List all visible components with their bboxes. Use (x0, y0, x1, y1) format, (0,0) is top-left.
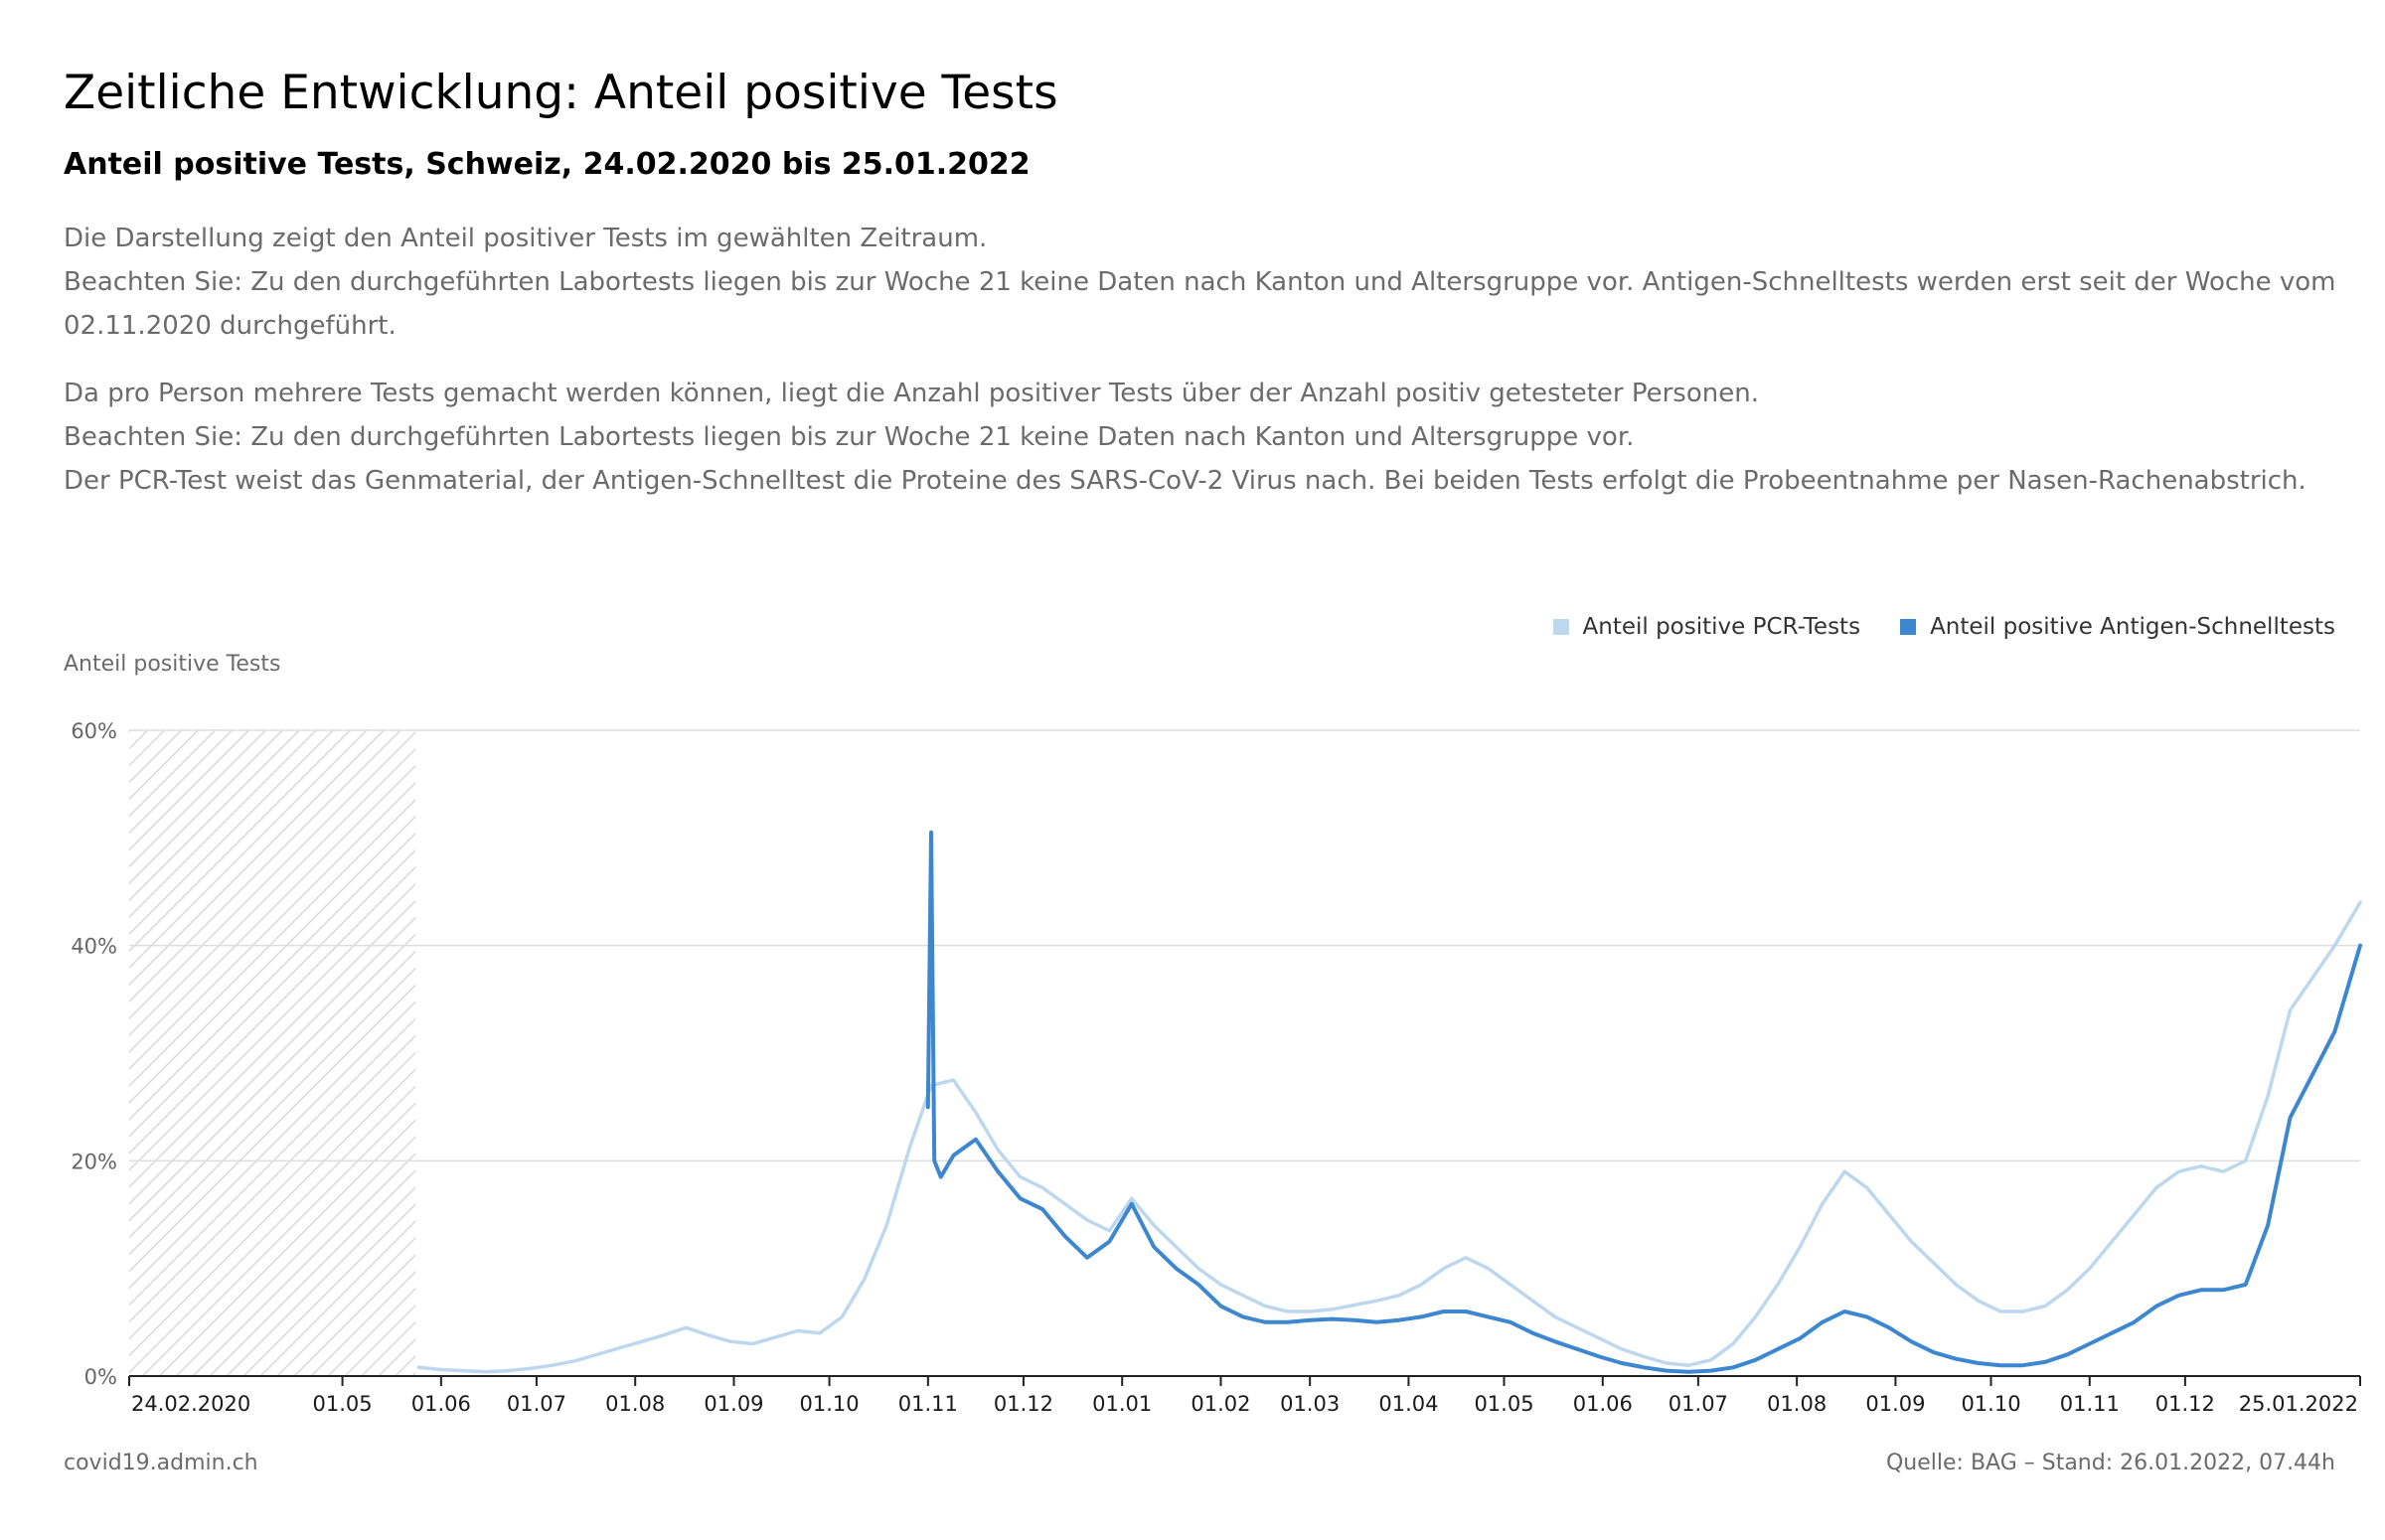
x-tick-label: 24.02.2020 (131, 1392, 250, 1416)
x-tick-label: 01.09 (704, 1392, 763, 1416)
x-tick-label: 01.06 (1573, 1392, 1633, 1416)
x-tick-label: 01.07 (507, 1392, 566, 1416)
description-line: Der PCR-Test weist das Genmaterial, der … (64, 466, 2306, 496)
x-tick-label: 01.06 (411, 1392, 471, 1416)
legend-item-pcr[interactable]: Anteil positive PCR-Tests (1552, 614, 1861, 640)
chart-legend: Anteil positive PCR-Tests Anteil positiv… (1552, 614, 2335, 640)
y-tick-label: 40% (71, 935, 117, 959)
x-tick-label: 01.05 (313, 1392, 373, 1416)
legend-swatch-antigen (1900, 619, 1917, 635)
x-tick-label: 01.12 (994, 1392, 1053, 1416)
description-line: Da pro Person mehrere Tests gemacht werd… (64, 379, 1759, 408)
legend-item-antigen[interactable]: Anteil positive Antigen-Schnelltests (1900, 614, 2335, 640)
series-line-antigen (925, 830, 2362, 1374)
legend-swatch-pcr (1552, 619, 1569, 635)
series-line-pcr (416, 900, 2362, 1374)
y-tick-label: 60% (71, 719, 117, 743)
x-tick-label: 01.10 (1961, 1392, 2020, 1416)
page-title: Zeitliche Entwicklung: Anteil positive T… (64, 66, 1058, 120)
description-line: Die Darstellung zeigt den Anteil positiv… (64, 224, 988, 253)
footer-source-note: Quelle: BAG – Stand: 26.01.2022, 07.44h (1885, 1451, 2335, 1475)
x-tick-label: 01.02 (1191, 1392, 1250, 1416)
description-block-2: Da pro Person mehrere Tests gemacht werd… (64, 372, 2339, 503)
legend-label-pcr: Anteil positive PCR-Tests (1582, 614, 1861, 640)
x-tick-label: 01.08 (1767, 1392, 1827, 1416)
page-subtitle: Anteil positive Tests, Schweiz, 24.02.20… (64, 147, 1031, 182)
x-tick-label: 01.09 (1865, 1392, 1925, 1416)
y-tick-label: 20% (71, 1150, 117, 1173)
x-tick-label: 01.03 (1280, 1392, 1340, 1416)
x-tick-label: 01.10 (800, 1392, 860, 1416)
x-tick-label: 01.12 (2155, 1392, 2215, 1416)
description-line: Beachten Sie: Zu den durchgeführten Labo… (64, 422, 1635, 452)
x-tick-label: 01.11 (2060, 1392, 2120, 1416)
description-line: Beachten Sie: Zu den durchgeführten Labo… (64, 267, 2336, 341)
legend-label-antigen: Anteil positive Antigen-Schnelltests (1930, 614, 2335, 640)
footer-source-url[interactable]: covid19.admin.ch (64, 1451, 258, 1475)
x-tick-label: 01.07 (1669, 1392, 1728, 1416)
x-tick-label: 01.05 (1474, 1392, 1533, 1416)
x-tick-label: 01.04 (1378, 1392, 1438, 1416)
x-tick-label: 01.01 (1092, 1392, 1152, 1416)
y-tick-label: 0% (84, 1365, 117, 1389)
description-block-1: Die Darstellung zeigt den Anteil positiv… (64, 217, 2339, 348)
x-tick-label: 25.01.2022 (2239, 1392, 2358, 1416)
x-tick-label: 01.11 (898, 1392, 958, 1416)
y-axis-title: Anteil positive Tests (64, 652, 281, 677)
x-tick-label: 01.08 (605, 1392, 665, 1416)
no-data-area (129, 730, 416, 1376)
